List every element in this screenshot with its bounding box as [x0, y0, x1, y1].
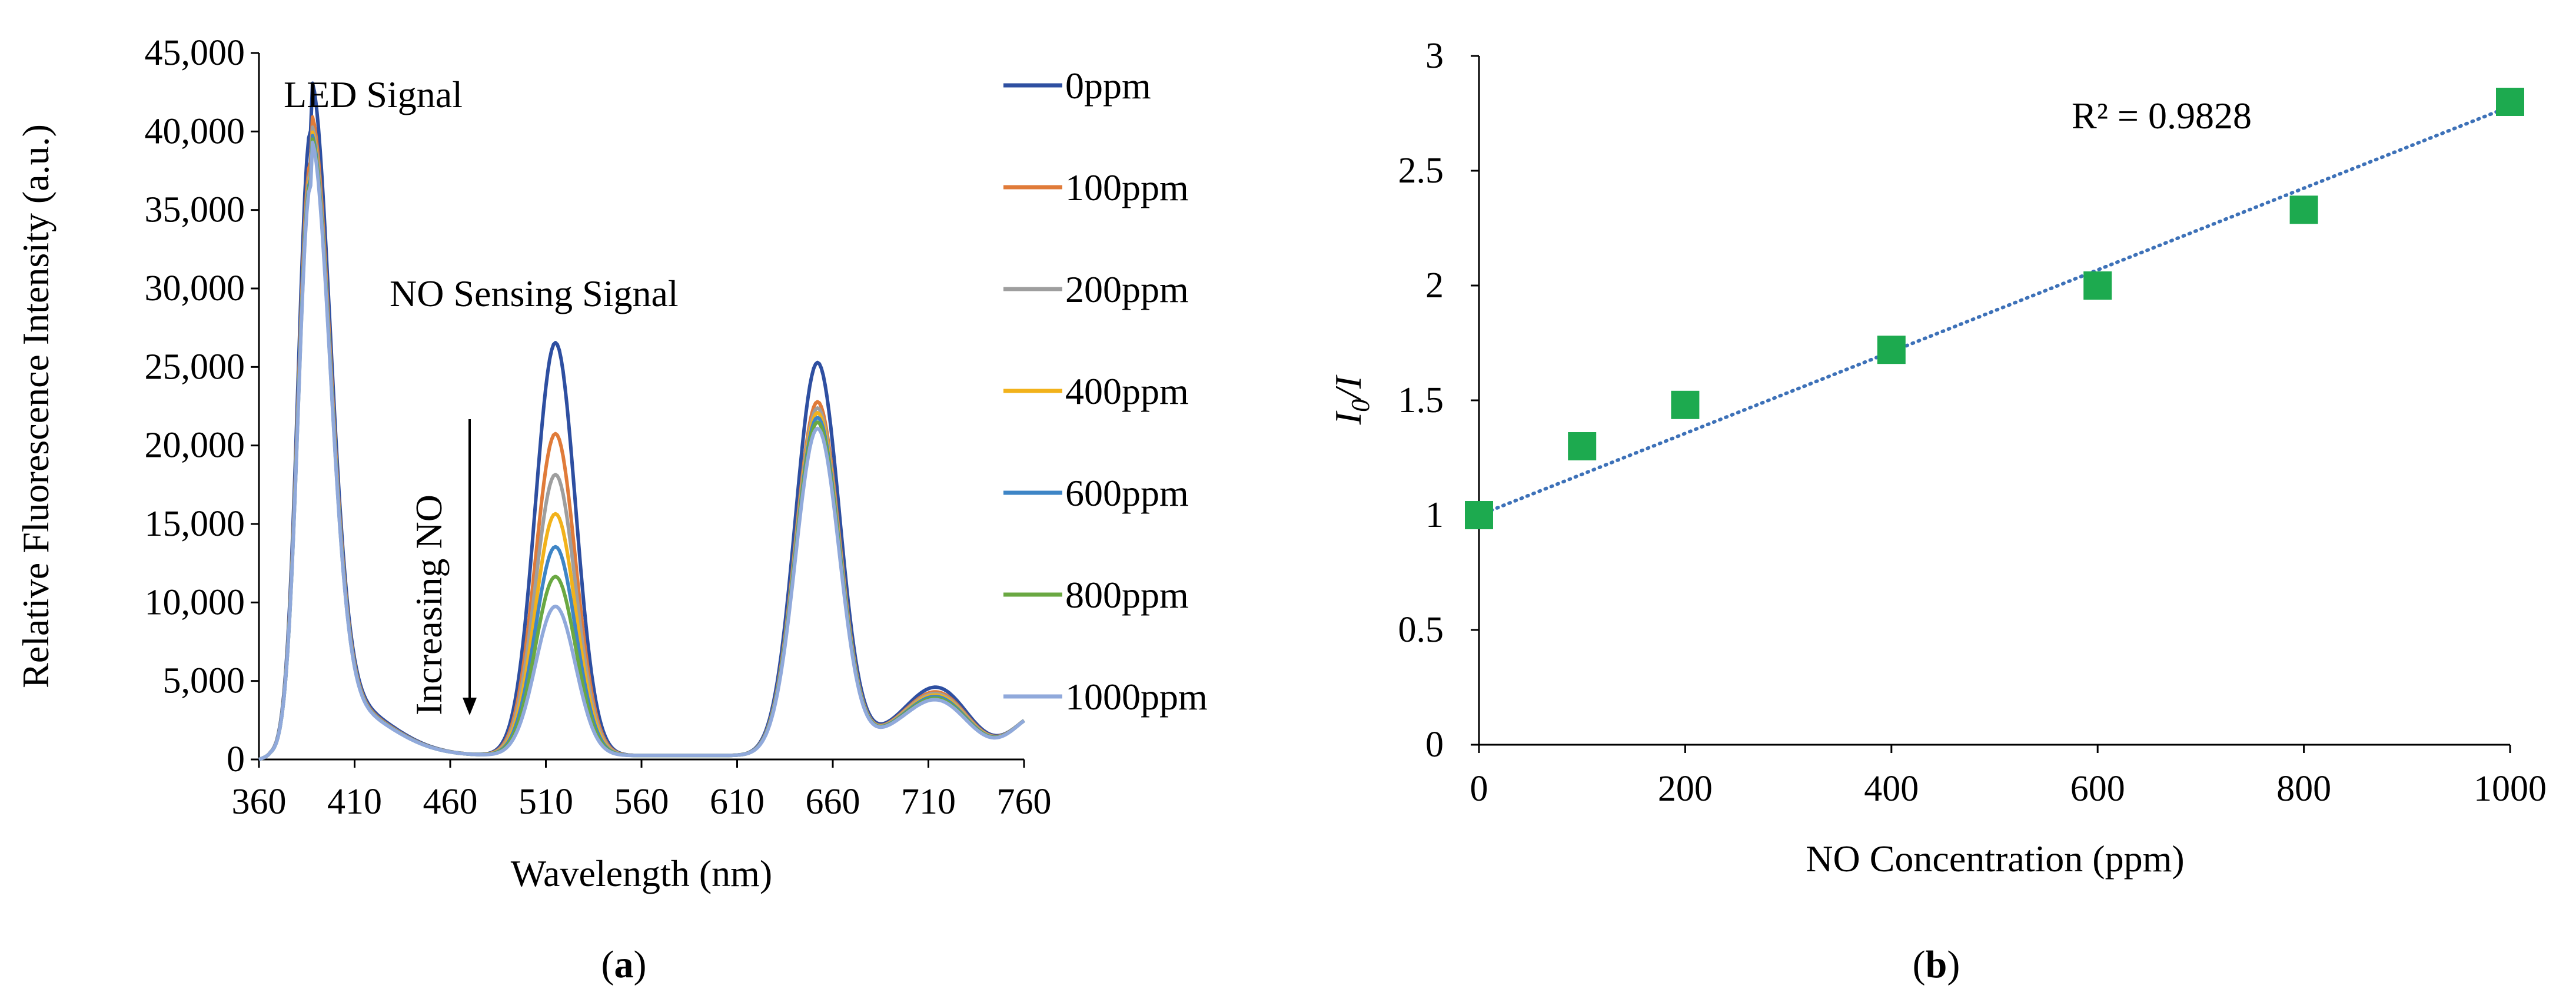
- panel-a-x-tick-label: 760: [997, 782, 1052, 822]
- panel-a-x-tick-label: 660: [806, 782, 860, 822]
- linear-trendline: [1477, 104, 2512, 517]
- panel-a-y-tick-label: 0: [227, 739, 245, 779]
- panel-b-label-open: (: [1913, 943, 1926, 986]
- panel-a-y-tick-label: 15,000: [145, 504, 245, 544]
- panel-a-curves: [258, 81, 1025, 761]
- panel-a-y-axis-title: Relative Fluorescence Intensity (a.u.): [15, 124, 56, 688]
- panel-a-legend: 0ppm 100ppm 200ppm 400ppm 600ppm 800ppm 1000pp…: [1003, 65, 1208, 718]
- panel-b-x-axis-title: NO Concentration (ppm): [1806, 838, 2184, 880]
- r-squared-annotation: R² = 0.9828: [2072, 95, 2252, 137]
- spectrum-line-0ppm: [258, 81, 1025, 761]
- spectrum-line-600ppm: [258, 134, 1025, 761]
- panel-b-y-tick-label: 1: [1425, 495, 1444, 535]
- data-point: [1568, 432, 1597, 460]
- data-point: [1671, 390, 1700, 419]
- panel-a-y-tick-label: 10,000: [145, 582, 245, 622]
- panel-b-x-tick-label: 400: [1864, 769, 1919, 809]
- panel-a-axes: 0 5,000 10,000 15,000 20,000 25,000 30,000 35,0…: [145, 33, 1052, 822]
- panel-a-label-letter: a: [614, 943, 634, 986]
- data-point: [1465, 501, 1493, 529]
- increasing-no-annotation: Increasing NO: [408, 495, 450, 715]
- down-arrow-icon: [463, 419, 477, 715]
- legend-label-400ppm: 400ppm: [1065, 370, 1189, 412]
- panel-b-y-tick-label: 2.5: [1398, 151, 1444, 191]
- panel-b-trendline: [1477, 104, 2512, 517]
- legend-label-200ppm: 200ppm: [1065, 268, 1189, 310]
- panel-a-y-tick-label: 5,000: [163, 661, 245, 701]
- legend-label-800ppm: 800ppm: [1065, 574, 1189, 616]
- panel-b-label: (b): [1913, 943, 1960, 986]
- panel-a-label: (a): [601, 943, 647, 986]
- panel-b-chart: 0 0.5 1 1.5 2 2.5 3 0 200 400 600 800 1000 R² = 0.9…: [1327, 36, 2547, 986]
- led-signal-annotation: LED Signal: [284, 74, 463, 115]
- panel-a-y-tick-label: 30,000: [145, 268, 245, 308]
- panel-a-x-tick-label: 560: [614, 782, 669, 822]
- panel-b-y-title-sub: 0: [1346, 399, 1375, 412]
- legend-label-100ppm: 100ppm: [1065, 167, 1189, 208]
- panel-b-y-tick-label: 2: [1425, 266, 1444, 306]
- data-point: [2289, 195, 2318, 224]
- panel-a-label-close: ): [634, 943, 647, 986]
- panel-b-x-tick-label: 0: [1470, 769, 1488, 809]
- panel-a-x-tick-label: 360: [232, 782, 287, 822]
- data-point: [1877, 336, 1906, 364]
- data-point: [2496, 88, 2524, 116]
- panel-b-y-title-part2: /I: [1327, 374, 1369, 401]
- panel-a-y-tick-label: 25,000: [145, 347, 245, 387]
- panel-b-y-title-part1: I: [1327, 410, 1369, 425]
- panel-b-y-axis-title: I0/I: [1327, 374, 1375, 425]
- data-point: [2083, 271, 2112, 300]
- panel-b-y-tick-label: 0.5: [1398, 610, 1444, 650]
- spectrum-line-1000ppm: [258, 140, 1025, 761]
- panel-b-y-tick-label: 3: [1425, 36, 1444, 76]
- panel-a-x-tick-label: 610: [710, 782, 765, 822]
- panel-a-x-tick-label: 710: [901, 782, 956, 822]
- panel-b-x-tick-label: 800: [2276, 769, 2331, 809]
- legend-label-1000ppm: 1000ppm: [1065, 676, 1208, 718]
- panel-b-label-letter: b: [1926, 943, 1947, 986]
- panel-a-y-tick-label: 35,000: [145, 190, 245, 230]
- panel-a-y-tick-label: 45,000: [145, 33, 245, 73]
- panel-a-x-tick-label: 460: [423, 782, 478, 822]
- panel-b-points: [1465, 88, 2524, 529]
- panel-a-chart: 0 5,000 10,000 15,000 20,000 25,000 30,000 35,0…: [15, 33, 1208, 986]
- panel-b-x-tick-label: 1000: [2474, 769, 2547, 809]
- panel-a-y-tick-label: 20,000: [145, 426, 245, 466]
- panel-a-x-tick-label: 410: [327, 782, 382, 822]
- panel-b-x-tick-label: 600: [2070, 769, 2125, 809]
- spectrum-line-200ppm: [258, 125, 1025, 761]
- panel-a-x-tick-label: 510: [518, 782, 573, 822]
- panel-a-label-open: (: [601, 943, 614, 986]
- panel-b-label-close: ): [1947, 943, 1960, 986]
- legend-label-600ppm: 600ppm: [1065, 472, 1189, 514]
- panel-a-y-tick-label: 40,000: [145, 111, 245, 151]
- legend-label-0ppm: 0ppm: [1065, 65, 1151, 107]
- no-sensing-signal-annotation: NO Sensing Signal: [390, 273, 679, 314]
- panel-b-y-tick-label: 0: [1425, 725, 1444, 765]
- panel-a-x-axis-title: Wavelength (nm): [511, 852, 772, 894]
- panel-b-y-tick-label: 1.5: [1398, 380, 1444, 420]
- panel-b-x-tick-label: 200: [1658, 769, 1713, 809]
- spectrum-line-400ppm: [258, 130, 1025, 761]
- spectrum-line-800ppm: [258, 137, 1025, 761]
- spectrum-line-100ppm: [258, 115, 1025, 761]
